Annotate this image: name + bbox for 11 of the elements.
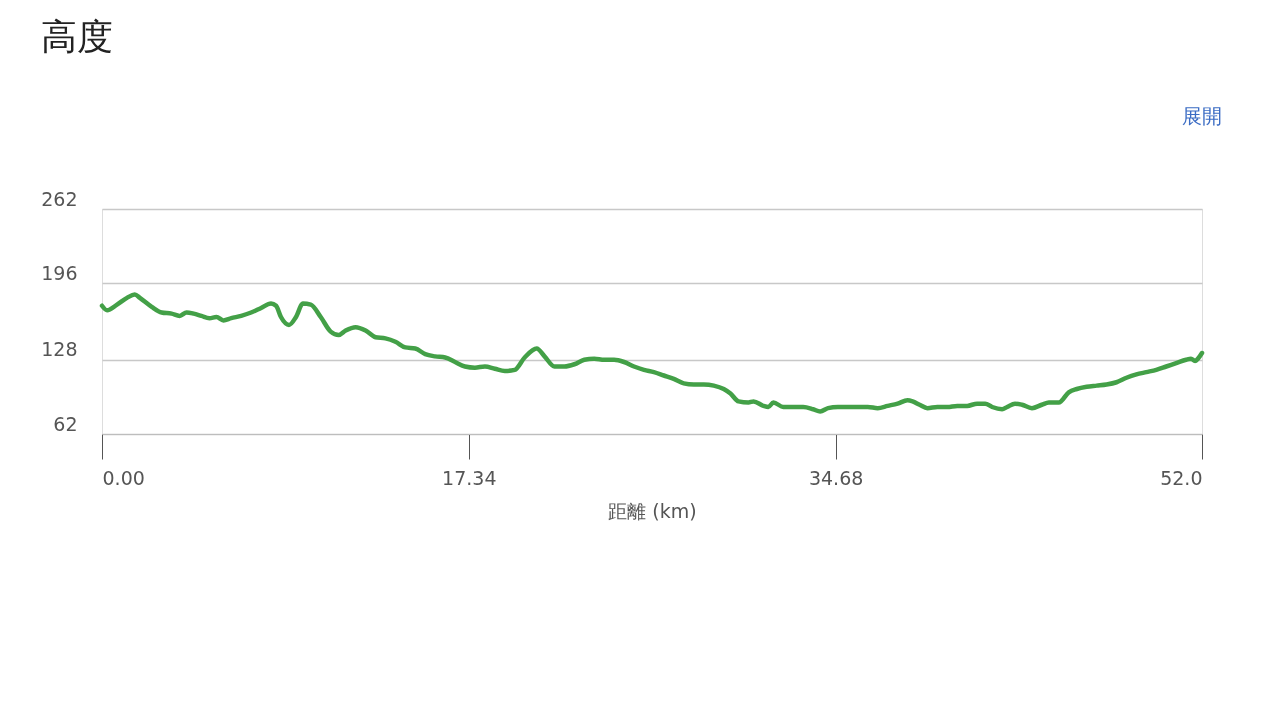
y-tick-label: 262 [41, 187, 78, 210]
x-tick-label: 17.34 [442, 466, 497, 489]
y-tick-label: 128 [41, 338, 78, 361]
x-axis-title: 距離 (km) [608, 499, 697, 522]
chart-title: 高度 [40, 16, 113, 57]
text: 展開 [1182, 104, 1222, 128]
y-tick-label: 62 [53, 412, 78, 435]
x-tick-label: 0.00 [102, 466, 145, 489]
x-tick-label: 52.0 [1160, 466, 1203, 489]
y-tick-label: 196 [41, 261, 78, 284]
x-tick-label: 34.68 [808, 466, 864, 489]
